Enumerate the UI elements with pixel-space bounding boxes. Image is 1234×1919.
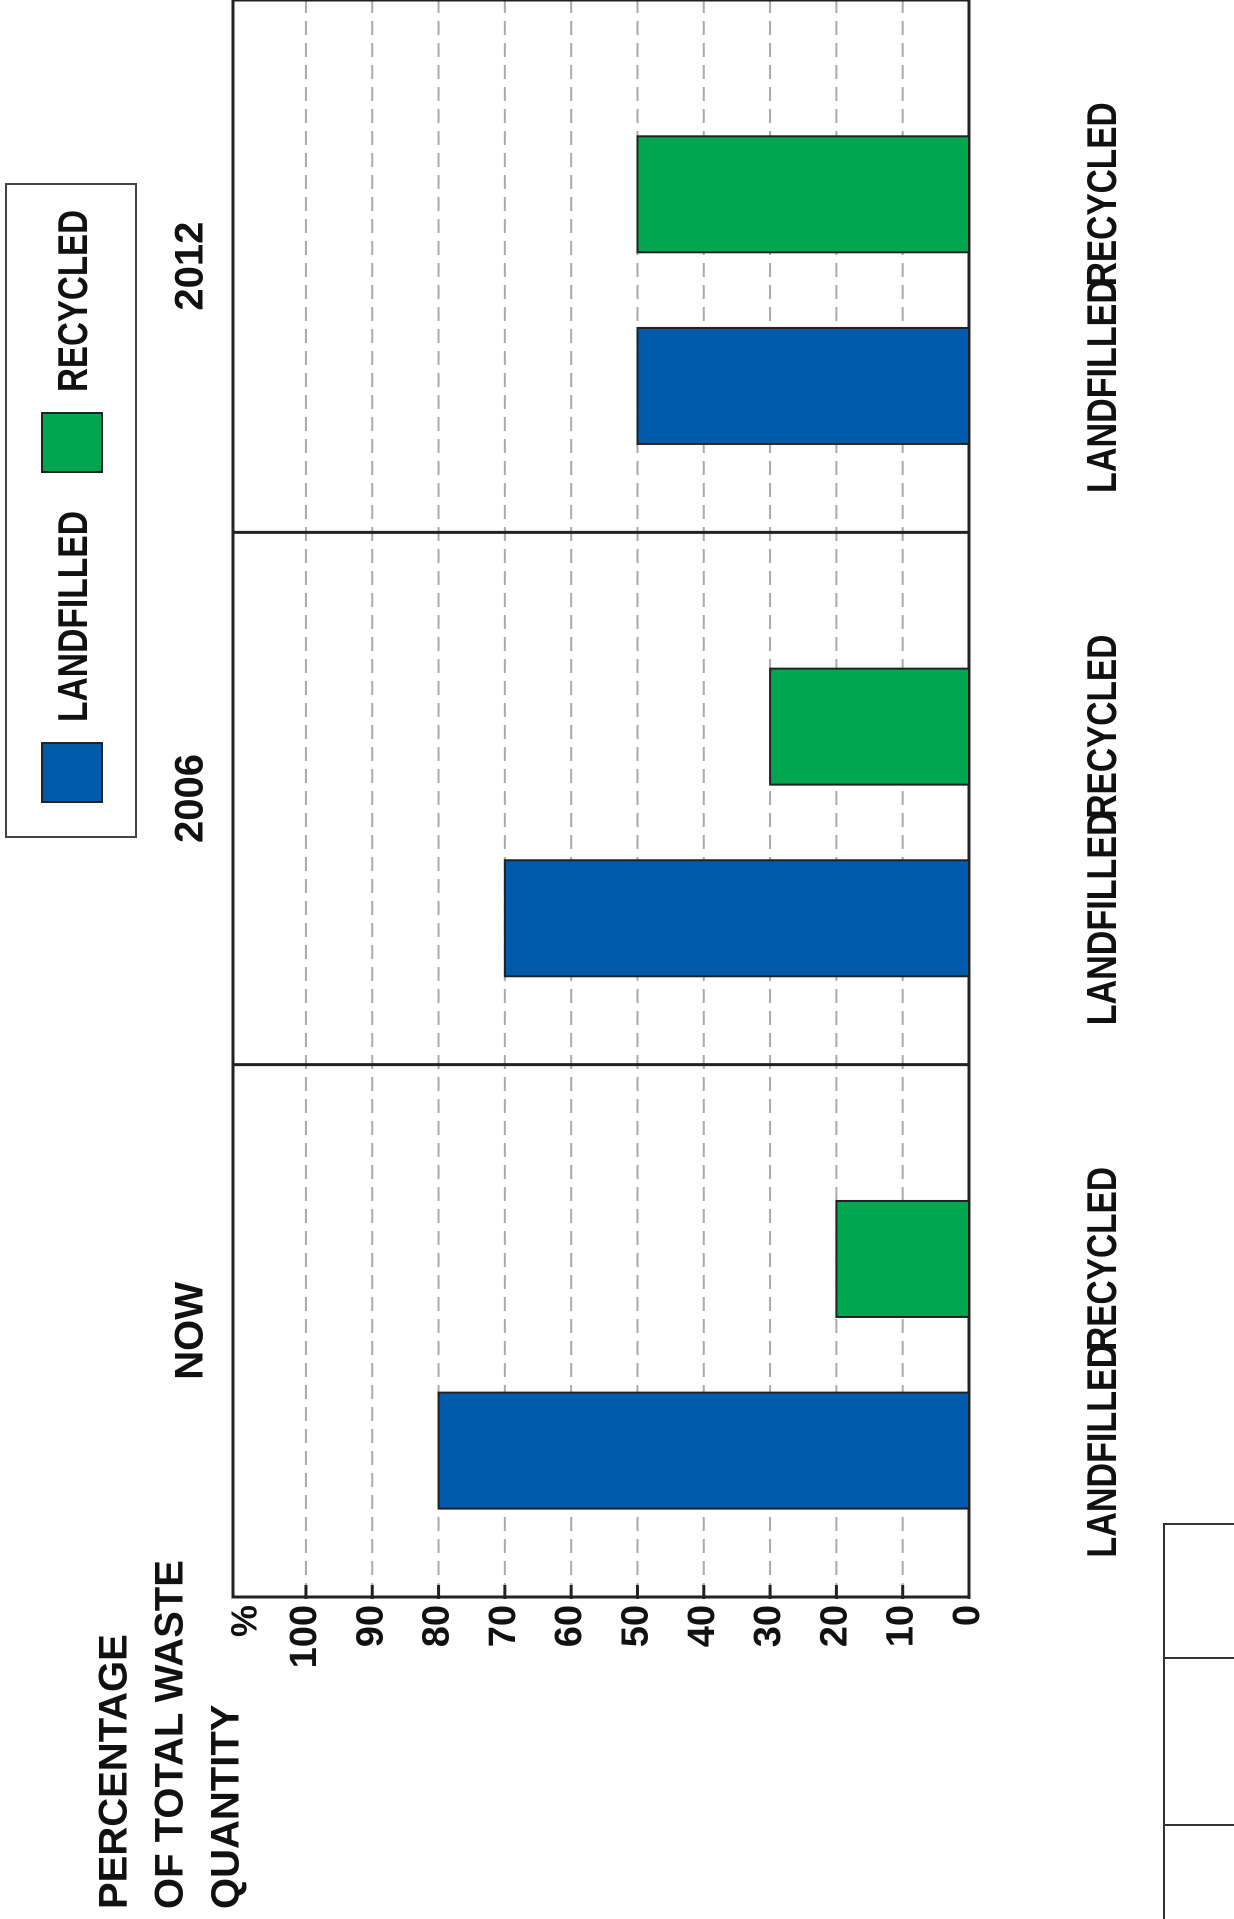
category-label: 2006	[168, 754, 212, 843]
bar-label: RECYCLED	[1078, 635, 1125, 819]
y-tick-label: 60	[548, 1605, 590, 1647]
y-tick-label: 40	[681, 1605, 723, 1647]
y-tick-label: 90	[349, 1605, 391, 1647]
y-tick-label: 0	[946, 1605, 988, 1626]
y-unit: %	[224, 1605, 265, 1637]
y-axis-title: PERCENTAGE	[92, 1634, 136, 1909]
y-tick-label: 30	[747, 1605, 789, 1647]
y-axis-title: OF TOTAL WASTE	[148, 1560, 192, 1909]
y-tick-label: 20	[813, 1605, 855, 1647]
legend: LANDFILLED RECYCLED	[5, 183, 137, 838]
bar	[437, 1391, 970, 1510]
legend-label: RECYCLED	[49, 210, 96, 392]
y-axis-title: QUANTITY	[204, 1704, 248, 1909]
bar	[636, 135, 970, 254]
y-tick-label: 50	[614, 1605, 656, 1647]
bar-label: LANDFILLED	[1078, 811, 1125, 1025]
legend-swatch	[41, 742, 103, 803]
bar	[503, 859, 970, 978]
legend-box	[5, 183, 137, 838]
bar-label: LANDFILLED	[1078, 279, 1125, 493]
bar-label: RECYCLED	[1078, 102, 1125, 286]
y-tick-label: 70	[482, 1605, 524, 1647]
bar	[636, 326, 970, 445]
category-label: 2012	[168, 222, 212, 311]
legend-label: LANDFILLED	[49, 511, 96, 722]
plot-frame	[231, 0, 971, 1599]
y-tick-label: 80	[416, 1605, 458, 1647]
y-tick-label: 100	[283, 1605, 325, 1668]
category-label: NOW	[168, 1282, 212, 1380]
y-tick-label: 10	[880, 1605, 922, 1647]
bar	[835, 1199, 970, 1318]
table-fragment	[1163, 1523, 1234, 1919]
bar-label: RECYCLED	[1078, 1167, 1125, 1351]
bar-label: LANDFILLED	[1078, 1344, 1125, 1558]
bar	[769, 667, 970, 786]
legend-swatch	[41, 412, 103, 473]
